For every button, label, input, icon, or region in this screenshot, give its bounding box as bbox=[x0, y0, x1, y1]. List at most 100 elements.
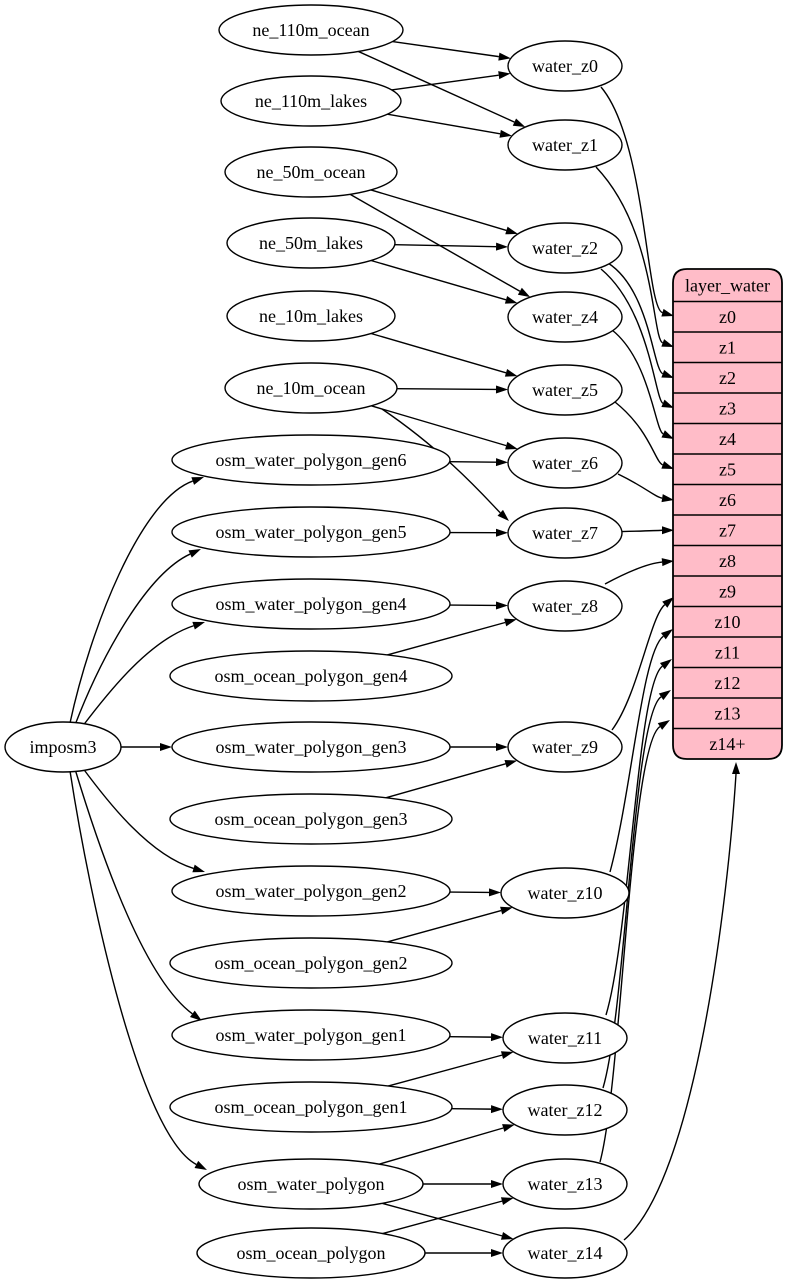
node-label-water_z0: water_z0 bbox=[532, 56, 598, 76]
edge-osm_ocean_polygon_gen1-to-water_z11 bbox=[387, 1051, 514, 1087]
edge-osm_water_polygon-to-water_z14 bbox=[381, 1202, 514, 1240]
node-label-water_z11: water_z11 bbox=[528, 1028, 602, 1048]
layer-water-row-z9: z9 bbox=[719, 581, 736, 601]
node-ne_10m_ocean: ne_10m_ocean bbox=[224, 362, 398, 414]
edge-imposm3-to-osm_water_polygon_gen5 bbox=[74, 549, 201, 726]
edge-osm_water_polygon_gen5-to-water_z7 bbox=[449, 528, 509, 537]
node-ne_50m_ocean: ne_50m_ocean bbox=[224, 146, 398, 198]
node-osm_water_polygon_gen5: osm_water_polygon_gen5 bbox=[171, 506, 451, 558]
node-water_z10: water_z10 bbox=[500, 867, 630, 919]
node-label-ne_110m_ocean: ne_110m_ocean bbox=[252, 20, 369, 40]
layer-water-row-z12: z12 bbox=[715, 673, 741, 693]
node-osm_water_polygon_gen3: osm_water_polygon_gen3 bbox=[171, 721, 451, 773]
node-water_z4: water_z4 bbox=[507, 291, 623, 343]
node-label-ne_50m_lakes: ne_50m_lakes bbox=[259, 233, 363, 253]
layer-water-row-z13: z13 bbox=[715, 703, 741, 723]
node-label-imposm3: imposm3 bbox=[29, 737, 96, 757]
edge-ne_10m_ocean-to-water_z7 bbox=[381, 408, 509, 521]
edge-osm_water_polygon_gen3-to-water_z9 bbox=[449, 743, 508, 751]
edge-water_z0-to-layer_water-z0 bbox=[600, 86, 674, 317]
edge-ne_50m_ocean-to-water_z2 bbox=[370, 189, 518, 235]
edge-osm_ocean_polygon-to-water_z13 bbox=[382, 1197, 514, 1235]
edge-water_z2-to-layer_water-z2 bbox=[607, 262, 674, 378]
node-label-ne_10m_lakes: ne_10m_lakes bbox=[259, 306, 363, 326]
layer-water-row-z4: z4 bbox=[719, 429, 736, 449]
edge-imposm3-to-osm_water_polygon_gen2 bbox=[81, 766, 205, 873]
edge-imposm3-to-osm_water_polygon_gen4 bbox=[81, 621, 205, 728]
edge-water_z9-to-layer_water-z9 bbox=[611, 597, 674, 731]
node-osm_water_polygon: osm_water_polygon bbox=[198, 1158, 424, 1210]
edge-ne_10m_ocean-to-water_z5 bbox=[396, 385, 509, 394]
node-water_z9: water_z9 bbox=[507, 721, 623, 773]
layer-water-row-z3: z3 bbox=[719, 398, 736, 418]
edge-ne_10m_lakes-to-water_z5 bbox=[370, 332, 518, 377]
node-label-water_z5: water_z5 bbox=[532, 380, 598, 400]
edge-osm_ocean_polygon_gen3-to-water_z9 bbox=[385, 759, 518, 799]
node-label-water_z14: water_z14 bbox=[528, 1243, 603, 1263]
layer-water-row-z5: z5 bbox=[719, 459, 736, 479]
node-ne_110m_lakes: ne_110m_lakes bbox=[220, 75, 402, 127]
edge-osm_ocean_polygon_gen2-to-water_z10 bbox=[387, 906, 513, 943]
node-label-osm_water_polygon: osm_water_polygon bbox=[238, 1174, 385, 1194]
node-water_z13: water_z13 bbox=[502, 1158, 628, 1210]
edge-water_z14-to-layer_water-z14plus bbox=[623, 762, 740, 1241]
edge-water_z8-to-layer_water-z8 bbox=[604, 558, 674, 585]
node-label-water_z8: water_z8 bbox=[532, 596, 598, 616]
node-water_z0: water_z0 bbox=[507, 40, 623, 92]
edge-ne_110m_ocean-to-water_z0 bbox=[392, 40, 511, 61]
node-label-osm_water_polygon_gen5: osm_water_polygon_gen5 bbox=[216, 522, 407, 542]
layer-water-row-z7: z7 bbox=[719, 520, 736, 540]
layer-water-row-z1: z1 bbox=[719, 337, 736, 357]
node-label-water_z6: water_z6 bbox=[532, 453, 598, 473]
edge-ne_110m_ocean-to-water_z1 bbox=[358, 50, 526, 128]
node-water_z14: water_z14 bbox=[502, 1227, 628, 1279]
layer-water-row-z11: z11 bbox=[715, 642, 740, 662]
node-water_z2: water_z2 bbox=[507, 222, 623, 274]
node-label-osm_ocean_polygon_gen2: osm_ocean_polygon_gen2 bbox=[215, 953, 408, 973]
node-label-osm_water_polygon_gen4: osm_water_polygon_gen4 bbox=[216, 594, 407, 614]
node-ne_10m_lakes: ne_10m_lakes bbox=[226, 290, 396, 342]
edge-osm_water_polygon-to-water_z12 bbox=[378, 1124, 515, 1165]
node-osm_ocean_polygon: osm_ocean_polygon bbox=[196, 1227, 426, 1279]
node-label-ne_50m_ocean: ne_50m_ocean bbox=[257, 162, 366, 182]
edge-imposm3-to-osm_water_polygon_gen6 bbox=[69, 477, 204, 724]
edge-water_z1-to-layer_water-z1 bbox=[595, 166, 674, 347]
edge-water_z5-to-layer_water-z5 bbox=[614, 401, 674, 469]
edge-water_z4-to-layer_water-z4 bbox=[611, 329, 674, 439]
node-osm_water_polygon_gen2: osm_water_polygon_gen2 bbox=[171, 865, 451, 917]
node-label-osm_water_polygon_gen1: osm_water_polygon_gen1 bbox=[216, 1025, 407, 1045]
node-label-ne_110m_lakes: ne_110m_lakes bbox=[255, 91, 367, 111]
layer-water-row-z6: z6 bbox=[719, 490, 736, 510]
edge-ne_50m_lakes-to-water_z2 bbox=[394, 242, 509, 251]
edge-water_z6-to-layer_water-z6 bbox=[617, 473, 674, 503]
node-label-water_z12: water_z12 bbox=[528, 1100, 603, 1120]
edge-imposm3-to-osm_water_polygon_gen3 bbox=[120, 743, 172, 751]
node-label-water_z9: water_z9 bbox=[532, 737, 598, 757]
edge-imposm3-to-osm_water_polygon bbox=[69, 770, 207, 1170]
node-osm_water_polygon_gen4: osm_water_polygon_gen4 bbox=[171, 578, 451, 630]
node-label-water_z4: water_z4 bbox=[532, 307, 598, 327]
edge-ne_50m_lakes-to-water_z4 bbox=[370, 259, 518, 304]
edge-ne_110m_lakes-to-water_z0 bbox=[391, 71, 511, 91]
edge-water_z7-to-layer_water-z7 bbox=[621, 526, 674, 535]
node-label-water_z1: water_z1 bbox=[532, 135, 598, 155]
node-water_z8: water_z8 bbox=[507, 580, 623, 632]
node-water_z7: water_z7 bbox=[507, 507, 623, 559]
edge-osm_water_polygon_gen6-to-water_z6 bbox=[449, 458, 509, 467]
node-ne_50m_lakes: ne_50m_lakes bbox=[226, 217, 396, 269]
edges bbox=[69, 40, 740, 1257]
edge-ne_110m_lakes-to-water_z1 bbox=[387, 113, 512, 138]
node-label-osm_water_polygon_gen3: osm_water_polygon_gen3 bbox=[216, 737, 407, 757]
node-osm_ocean_polygon_gen3: osm_ocean_polygon_gen3 bbox=[169, 793, 453, 845]
edge-osm_ocean_polygon_gen1-to-water_z12 bbox=[451, 1105, 504, 1114]
edge-osm_water_polygon_gen2-to-water_z10 bbox=[449, 888, 502, 897]
node-water_z12: water_z12 bbox=[502, 1084, 628, 1136]
node-label-osm_water_polygon_gen2: osm_water_polygon_gen2 bbox=[216, 881, 407, 901]
node-osm_water_polygon_gen6: osm_water_polygon_gen6 bbox=[171, 434, 451, 486]
node-osm_ocean_polygon_gen1: osm_ocean_polygon_gen1 bbox=[169, 1081, 453, 1133]
node-ne_110m_ocean: ne_110m_ocean bbox=[218, 4, 404, 56]
layer-water-row-z8: z8 bbox=[719, 551, 736, 571]
layer-water-title: layer_water bbox=[685, 275, 770, 295]
node-water_z11: water_z11 bbox=[502, 1012, 628, 1064]
